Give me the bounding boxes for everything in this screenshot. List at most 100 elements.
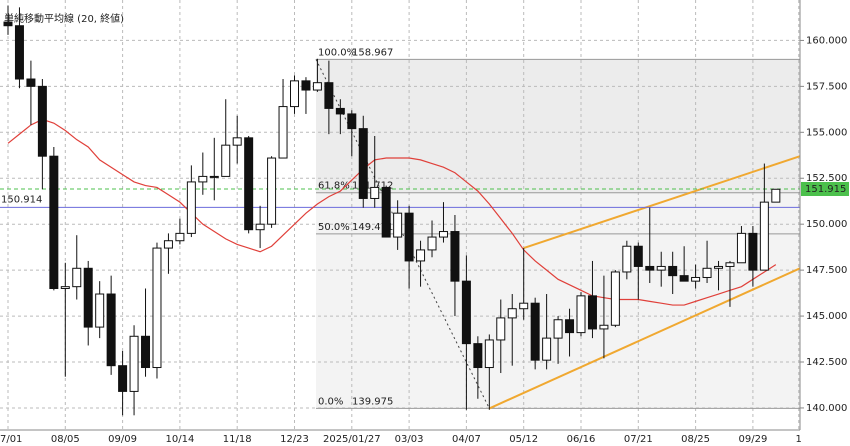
candle-body	[335, 107, 345, 115]
candle-body	[381, 186, 391, 238]
y-tick-label: 155.000	[806, 127, 847, 138]
y-tick-label: 160.000	[806, 35, 847, 46]
candle-body	[530, 302, 540, 361]
candle-body	[106, 293, 116, 367]
candle-body	[668, 265, 678, 277]
y-tick-label: 140.000	[806, 403, 847, 414]
candle-body	[622, 245, 632, 273]
x-tick-label: 06/16	[567, 434, 596, 445]
chart-title: 単純移動平均線 (20, 終値)	[4, 12, 124, 25]
fib-value: 151.712	[352, 181, 393, 192]
candle-body	[95, 293, 105, 328]
x-tick-label: 04/07	[452, 434, 481, 445]
x-tick-label: 05/12	[509, 434, 538, 445]
y-tick-label: 147.500	[806, 265, 847, 276]
candle-body	[553, 319, 563, 339]
candle-body	[358, 128, 368, 199]
candle-body	[37, 85, 47, 157]
x-tick-label: 03/03	[395, 434, 424, 445]
candle-body	[576, 295, 586, 334]
candle-body	[198, 175, 208, 183]
candle-body	[679, 275, 689, 282]
candle-body	[83, 267, 93, 328]
candle-body	[186, 181, 196, 234]
y-tick-label: 157.500	[806, 81, 847, 92]
fib-label: 100.0%	[318, 47, 356, 58]
candle-body	[587, 295, 597, 330]
x-tick-label: 07/21	[624, 434, 653, 445]
candle-body	[633, 245, 643, 267]
y-tick-label: 150.000	[806, 219, 847, 230]
candle-body	[152, 247, 162, 369]
plot: 100.0%158.967 61.8% 151.712 50.0% 149.471 0.0…	[0, 0, 804, 430]
candle-body	[542, 337, 552, 361]
candle-body	[244, 137, 254, 231]
candle-body	[324, 82, 334, 109]
x-tick-label: 09/29	[738, 434, 767, 445]
candle-body	[141, 335, 151, 369]
candle-body	[72, 267, 82, 288]
candle-body	[221, 144, 231, 177]
candle-body	[496, 317, 506, 341]
candle-body	[209, 175, 219, 178]
candle-body	[267, 157, 277, 225]
y-tick-label: 145.000	[806, 311, 847, 322]
candle-body	[599, 324, 609, 330]
x-tick-label: 10/14	[165, 434, 194, 445]
fib-value: 149.471	[352, 222, 393, 233]
reference-label-box	[801, 181, 849, 196]
candle-body	[255, 223, 265, 231]
candle-body	[163, 240, 173, 249]
candle-body	[565, 319, 575, 334]
candle-body	[278, 106, 288, 159]
candle-body	[450, 231, 460, 282]
candle-body	[393, 212, 403, 238]
x-tick-label: 2025/01/27	[323, 434, 381, 445]
candle-body	[175, 232, 185, 242]
x-tick-label: 08/05	[51, 434, 80, 445]
y-tick-label: 142.500	[806, 357, 847, 368]
candle-body	[691, 276, 701, 282]
candle-body	[416, 249, 426, 262]
candle-body	[118, 365, 128, 392]
candle-body	[232, 137, 242, 146]
candle-body	[290, 80, 299, 108]
candle-body	[610, 271, 620, 326]
x-tick-label: 11/18	[223, 434, 252, 445]
candle-body	[3, 21, 13, 27]
reference-label: 151.915	[805, 184, 846, 195]
candle-body	[129, 335, 139, 392]
candle-body	[301, 80, 311, 91]
x-tick-label: 07/01	[0, 434, 22, 445]
candle-body	[759, 201, 769, 271]
fib-label: 61.8%	[318, 181, 350, 192]
x-tick-label: 09/09	[108, 434, 137, 445]
candle-body	[461, 280, 471, 345]
fib-label: 50.0%	[318, 222, 350, 233]
candle-body	[702, 267, 712, 278]
candle-body	[312, 82, 322, 91]
candle-body	[473, 343, 483, 369]
candle-body	[427, 236, 437, 251]
x-tick-label: 12/23	[280, 434, 309, 445]
candle-body	[714, 265, 724, 269]
fib-value: 158.967	[352, 47, 393, 58]
candle-body	[49, 155, 59, 290]
channel-line	[488, 267, 801, 410]
candle-body	[60, 286, 70, 290]
candle-body	[370, 186, 380, 199]
candle-body	[438, 231, 448, 238]
candle-body	[725, 262, 735, 267]
candle-body	[519, 302, 529, 310]
reference-label: 150.914	[1, 194, 42, 205]
candle-body	[14, 25, 24, 80]
candle-body	[507, 308, 517, 319]
x-tick-label: 1	[796, 434, 802, 445]
fib-zone	[316, 59, 800, 193]
candle-body	[484, 339, 494, 369]
channel-line	[523, 155, 801, 250]
candle-body	[736, 232, 746, 264]
candle-body	[26, 78, 36, 87]
candle-body	[347, 113, 357, 130]
